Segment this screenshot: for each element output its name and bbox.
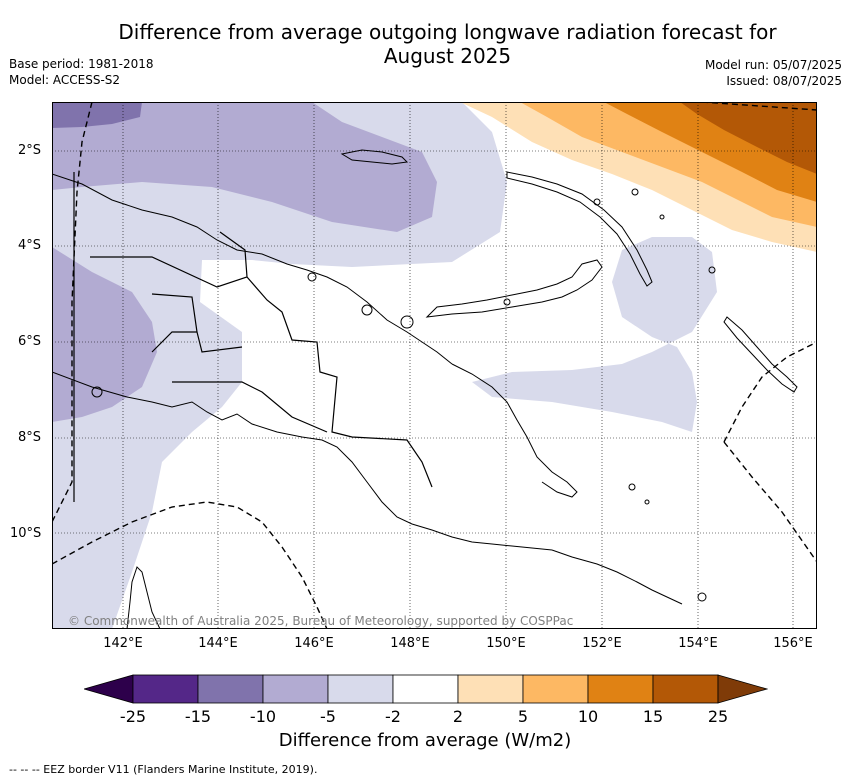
colorbar-tick-neg15: -15 <box>184 707 212 726</box>
model-name: Model: ACCESS-S2 <box>9 73 121 87</box>
colorbar-title: Difference from average (W/m2) <box>278 730 572 751</box>
colorbar-tick-2: 2 <box>452 707 464 726</box>
lon-gridlines <box>122 102 794 629</box>
colorbar <box>84 674 768 704</box>
new-guinea-north-coast <box>52 173 453 365</box>
colorbar-segment <box>262 674 329 704</box>
colorbar-tick-15: 15 <box>642 707 664 726</box>
colorbar-segment <box>652 674 719 704</box>
copyright-credit: © Commonwealth of Australia 2025, Bureau… <box>68 614 574 628</box>
colorbar-tick-10: 10 <box>577 707 599 726</box>
island-archipelago <box>551 549 683 605</box>
anomaly-region-light-purple <box>52 102 507 629</box>
map-title: Difference from average outgoing longwav… <box>60 20 835 68</box>
base-period: Base period: 1981-2018 <box>9 57 154 71</box>
eez-east-lower <box>723 441 817 563</box>
colorbar-segment <box>587 674 654 704</box>
title-line-1: Difference from average outgoing longwav… <box>118 20 777 44</box>
eez-east <box>723 341 817 443</box>
anomaly-region-medium-purple <box>52 102 437 232</box>
title-line-2: August 2025 <box>383 44 512 68</box>
anomaly-region-medium-purple-west <box>52 247 157 422</box>
colorbar-segment <box>197 674 264 704</box>
colorbar-tick-neg5: -5 <box>320 707 336 726</box>
issued-date: Issued: 08/07/2025 <box>726 74 842 88</box>
lon-label-146e: 146°E <box>294 636 334 651</box>
province-borders <box>90 231 433 488</box>
colorbar-tick-25: 25 <box>707 707 729 726</box>
colorbar-tick-neg10: -10 <box>249 707 277 726</box>
manus-island <box>340 149 409 165</box>
colorbar-segment <box>132 674 199 704</box>
colorbar-tick-neg25: -25 <box>119 707 147 726</box>
colorbar-tick-neg2: -2 <box>385 707 401 726</box>
anomaly-region-dark-orange <box>680 102 817 174</box>
lon-label-152e: 152°E <box>582 636 622 651</box>
papuan-peninsula <box>451 363 578 498</box>
coastlines <box>52 149 798 629</box>
new-guinea-south-coast <box>52 371 553 551</box>
meta-left: Base period: 1981-2018 Model: ACCESS-S2 <box>9 56 154 88</box>
eez-borders <box>52 102 817 629</box>
colorbar-segment <box>327 674 394 704</box>
anomaly-region-light-purple-east <box>472 237 717 432</box>
map-panel <box>52 102 817 629</box>
new-ireland <box>506 171 653 287</box>
lat-label-6s: 6°S <box>18 334 42 349</box>
lon-label-148e: 148°E <box>390 636 430 651</box>
colorbar-extend-high <box>717 674 768 704</box>
colorbar-segment <box>522 674 589 704</box>
colorbar-segment <box>457 674 524 704</box>
bougainville <box>723 316 798 393</box>
anomaly-region-dark-purple <box>52 102 142 128</box>
lat-label-4s: 4°S <box>18 238 42 253</box>
eez-west <box>52 102 93 523</box>
eez-south <box>52 501 328 629</box>
eez-footnote: -- -- -- EEZ border V11 (Flanders Marine… <box>9 763 318 776</box>
model-run: Model run: 05/07/2025 <box>704 58 842 72</box>
new-britain <box>425 259 603 318</box>
lon-label-150e: 150°E <box>486 636 526 651</box>
colorbar-segment <box>392 674 459 704</box>
colorbar-tick-5: 5 <box>517 707 529 726</box>
cape-york <box>126 566 161 629</box>
borders <box>73 172 433 502</box>
lon-label-142e: 142°E <box>103 636 143 651</box>
lon-label-144e: 144°E <box>198 636 238 651</box>
colorbar-extend-low <box>84 674 134 704</box>
lat-label-2s: 2°S <box>18 143 42 158</box>
lat-label-8s: 8°S <box>18 430 42 445</box>
meta-right: Model run: 05/07/2025 Issued: 08/07/2025 <box>705 57 842 89</box>
lat-label-10s: 10°S <box>10 526 42 541</box>
lon-label-154e: 154°E <box>678 636 718 651</box>
lon-label-156e: 156°E <box>773 636 813 651</box>
small-islands <box>91 188 716 602</box>
